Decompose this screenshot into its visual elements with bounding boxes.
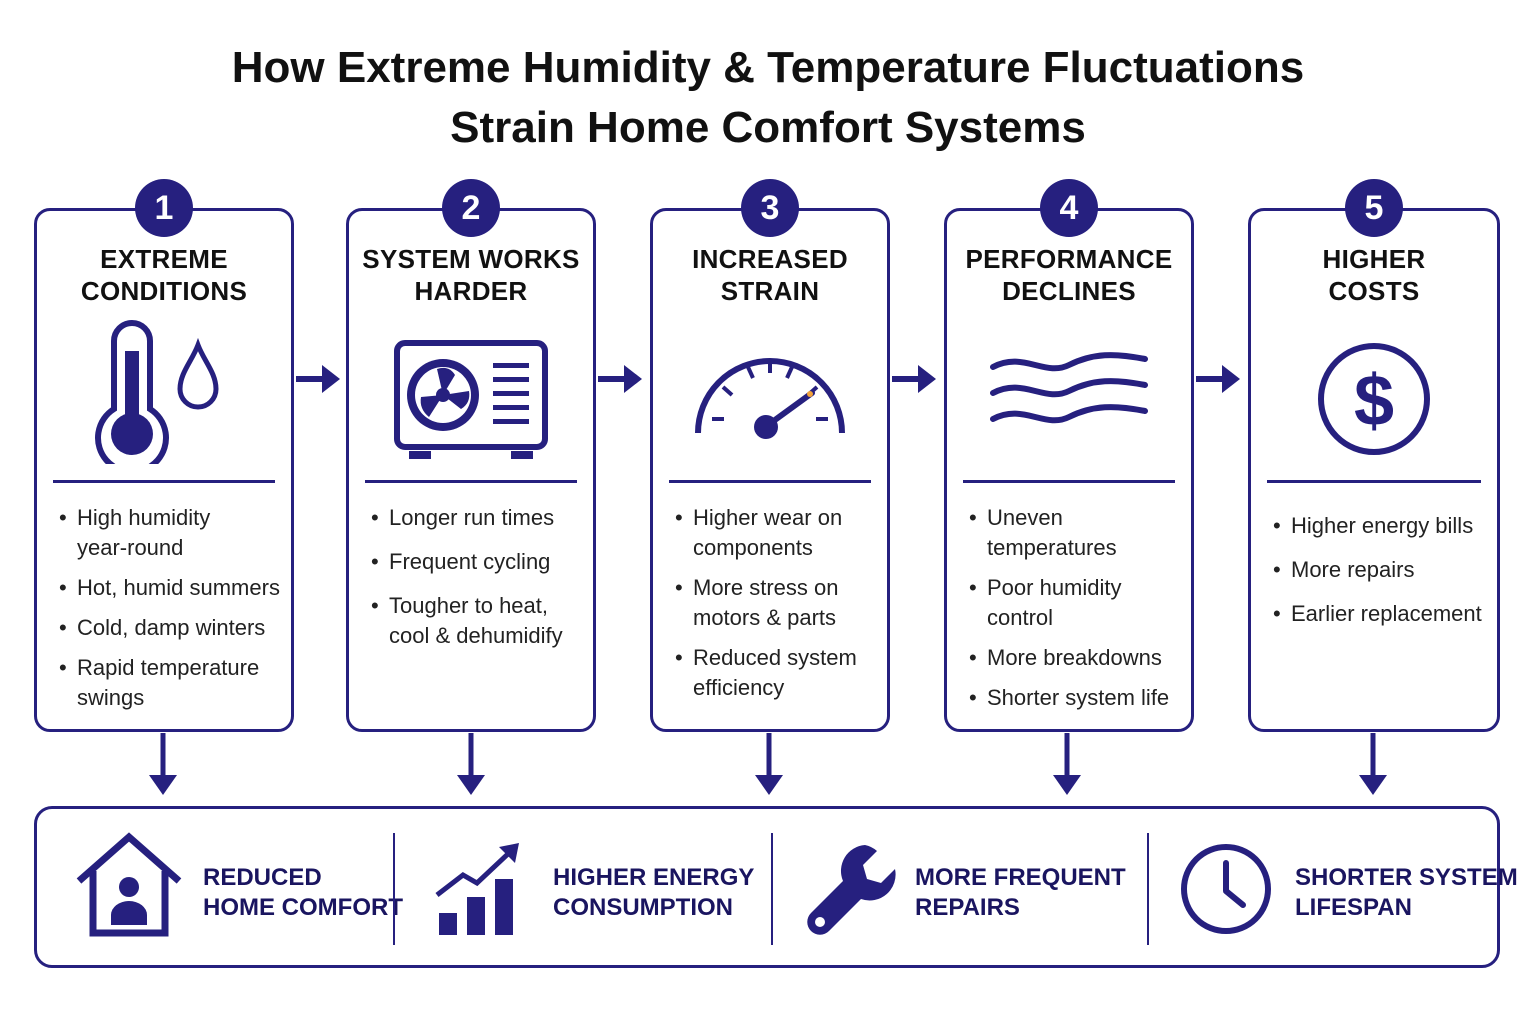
ac-unit-icon xyxy=(393,339,549,466)
step-title-line-1: INCREASED xyxy=(692,244,848,274)
arrow-right-icon xyxy=(296,365,340,393)
outcome-divider xyxy=(771,833,773,945)
step-title: PERFORMANCE DECLINES xyxy=(947,243,1191,307)
step-title-line-2: CONDITIONS xyxy=(80,276,248,306)
svg-text:$: $ xyxy=(1354,361,1394,441)
step-title: INCREASED STRAIN xyxy=(653,243,887,307)
outcome-label-line-1: HIGHER ENERGY xyxy=(553,864,755,891)
list-item: More stress on motors & parts xyxy=(673,573,853,633)
outcome-label-line-1: MORE FREQUENT xyxy=(915,864,1126,891)
outcome-label: SHORTER SYSTEM LIFESPAN xyxy=(1295,863,1518,923)
step-card-4: 4 PERFORMANCE DECLINES Uneven temperatur… xyxy=(944,179,1194,732)
arrow-right-icon xyxy=(598,365,642,393)
outcome-label-line-1: SHORTER SYSTEM xyxy=(1295,864,1518,891)
list-item: Frequent cycling xyxy=(369,547,583,577)
card-divider xyxy=(365,480,577,483)
step-card-5: 5 HIGHER COSTS $ Higher energy bills Mor… xyxy=(1248,179,1500,732)
step-title-line-2: DECLINES xyxy=(1002,276,1136,306)
gauge-icon xyxy=(690,345,850,450)
waves-icon xyxy=(989,351,1149,436)
outcome-label: HIGHER ENERGY CONSUMPTION xyxy=(553,863,754,923)
step-card-1: 1 EXTREME CONDITIONS High humidity year-… xyxy=(34,179,294,732)
list-item: Longer run times xyxy=(369,503,583,533)
step-card-2: 2 SYSTEM WORKS HARDER Longer run xyxy=(346,179,596,732)
step-number-badge: 5 xyxy=(1345,179,1403,237)
bullet-list: Uneven temperatures Poor humidity contro… xyxy=(967,503,1181,723)
page-title: How Extreme Humidity & Temperature Fluct… xyxy=(0,38,1536,158)
card-divider xyxy=(669,480,871,483)
list-item: Rapid temperature swings xyxy=(57,653,267,713)
step-title: EXTREME CONDITIONS xyxy=(37,243,291,307)
outcome-label-line-2: HOME COMFORT xyxy=(203,894,403,921)
title-line-1: How Extreme Humidity & Temperature Fluct… xyxy=(231,43,1305,92)
arrow-down-icon xyxy=(149,733,177,795)
step-card-3: 3 INCREASED STRAIN Higher wear on compon… xyxy=(650,179,890,732)
outcome-label: REDUCED HOME COMFORT xyxy=(203,863,403,923)
outcome-label-line-2: LIFESPAN xyxy=(1295,894,1412,921)
outcome-frequent-repairs: MORE FREQUENT REPAIRS xyxy=(773,809,1147,965)
title-line-2: Strain Home Comfort Systems xyxy=(450,103,1086,152)
thermometer-droplet-icon xyxy=(94,319,234,475)
bullet-list: Longer run times Frequent cycling Toughe… xyxy=(369,503,583,661)
arrow-right-icon xyxy=(1196,365,1240,393)
arrow-down-icon xyxy=(1359,733,1387,795)
bullet-list: Higher energy bills More repairs Earlier… xyxy=(1271,511,1487,639)
step-number-badge: 4 xyxy=(1040,179,1098,237)
step-number-badge: 1 xyxy=(135,179,193,237)
clock-icon xyxy=(1179,839,1273,944)
outcome-shorter-lifespan: SHORTER SYSTEM LIFESPAN xyxy=(1149,809,1518,965)
list-item: Tougher to heat, cool & dehumidify xyxy=(369,591,569,651)
list-item: Hot, humid summers xyxy=(57,573,281,603)
list-item: High humidity year-round xyxy=(57,503,227,563)
step-title-line-2: STRAIN xyxy=(720,276,820,306)
card-divider xyxy=(963,480,1175,483)
step-title: HIGHER COSTS xyxy=(1251,243,1497,307)
card-divider xyxy=(53,480,275,483)
bullet-list: High humidity year-round Hot, humid summ… xyxy=(57,503,281,723)
outcome-divider xyxy=(1147,833,1149,945)
outcome-label: MORE FREQUENT REPAIRS xyxy=(915,863,1126,923)
step-title-line-2: COSTS xyxy=(1328,276,1420,306)
step-title-line-1: HIGHER xyxy=(1322,244,1426,274)
outcome-energy-consumption: HIGHER ENERGY CONSUMPTION xyxy=(395,809,769,965)
step-title: SYSTEM WORKS HARDER xyxy=(349,243,593,307)
dollar-icon: $ xyxy=(1316,337,1432,466)
outcome-reduced-comfort: REDUCED HOME COMFORT xyxy=(37,809,403,965)
wrench-icon xyxy=(803,839,899,944)
step-title-line-1: SYSTEM WORKS xyxy=(362,244,580,274)
list-item: Higher wear on components xyxy=(673,503,853,563)
step-title-line-2: HARDER xyxy=(414,276,528,306)
outcome-label-line-2: REPAIRS xyxy=(915,894,1020,921)
bar-chart-up-icon xyxy=(435,839,525,944)
list-item: Higher energy bills xyxy=(1271,511,1487,541)
step-number-badge: 3 xyxy=(741,179,799,237)
arrow-down-icon xyxy=(755,733,783,795)
card-divider xyxy=(1267,480,1481,483)
list-item: Reduced system efficiency xyxy=(673,643,863,703)
step-title-line-1: PERFORMANCE xyxy=(965,244,1173,274)
list-item: More breakdowns xyxy=(967,643,1181,673)
list-item: Cold, damp winters xyxy=(57,613,281,643)
list-item: Earlier replacement xyxy=(1271,599,1487,629)
outcome-label-line-1: REDUCED xyxy=(203,864,322,891)
list-item: Shorter system life xyxy=(967,683,1181,713)
outcome-divider xyxy=(393,833,395,945)
bullet-list: Higher wear on components More stress on… xyxy=(673,503,877,713)
house-person-icon xyxy=(71,829,187,946)
list-item: More repairs xyxy=(1271,555,1487,585)
step-number-badge: 2 xyxy=(442,179,500,237)
arrow-right-icon xyxy=(892,365,936,393)
outcome-label-line-2: CONSUMPTION xyxy=(553,894,733,921)
list-item: Poor humidity control xyxy=(967,573,1137,633)
arrow-down-icon xyxy=(1053,733,1081,795)
list-item: Uneven temperatures xyxy=(967,503,1181,563)
arrow-down-icon xyxy=(457,733,485,795)
step-title-line-1: EXTREME xyxy=(100,244,228,274)
outcomes-panel: REDUCED HOME COMFORT HIGHER ENERGY CONSU… xyxy=(34,806,1518,968)
